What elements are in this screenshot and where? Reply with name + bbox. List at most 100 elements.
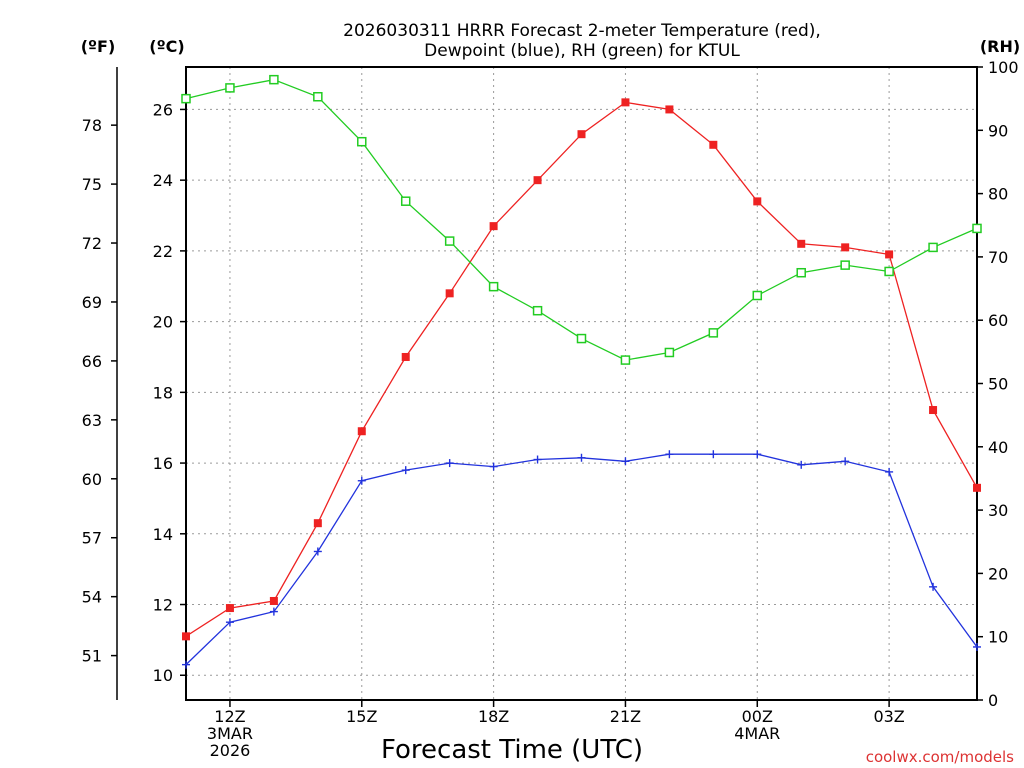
rh-point <box>620 355 631 365</box>
series-line <box>185 101 978 637</box>
rh-tick-label: 0 <box>988 691 998 710</box>
temperature-point <box>445 289 454 298</box>
temperature-point <box>577 130 586 139</box>
rh-tick-label: 80 <box>988 185 1008 204</box>
temperature-point <box>665 105 674 114</box>
dewpoint-point <box>225 618 234 627</box>
temperature-point <box>489 222 498 231</box>
temperature-point <box>269 596 278 605</box>
fahrenheit-tick-label: 60 <box>82 470 102 489</box>
rh-point <box>357 136 367 147</box>
x-tick-label: 03Z <box>873 707 904 726</box>
dewpoint-point <box>709 450 718 459</box>
rh-point <box>840 260 850 270</box>
celsius-tick-label: 16 <box>153 454 173 473</box>
rh-point <box>928 242 938 253</box>
dewpoint-point <box>621 457 630 466</box>
series-dewpoint <box>182 450 981 669</box>
temperature-point <box>357 427 366 436</box>
dewpoint-point <box>313 547 322 556</box>
fahrenheit-tick-label: 51 <box>82 647 102 666</box>
x-tick-label: 12Z <box>214 707 245 726</box>
grid-lines <box>186 67 977 700</box>
celsius-tick-label: 20 <box>153 313 173 332</box>
dewpoint-point <box>797 460 806 469</box>
temperature-point <box>753 197 762 206</box>
fahrenheit-tick-label: 78 <box>82 116 102 135</box>
temperature-point <box>225 604 234 613</box>
dewpoint-point <box>841 457 850 466</box>
temperature-point <box>797 239 806 248</box>
plot-frame <box>185 66 978 701</box>
dewpoint-point <box>489 462 498 471</box>
rh-point <box>796 267 806 278</box>
temperature-point <box>533 176 542 185</box>
rh-point <box>708 328 719 338</box>
data-series <box>181 74 982 669</box>
fahrenheit-tick-label: 69 <box>82 293 102 312</box>
fahrenheit-tick-label: 54 <box>82 588 102 607</box>
temperature-point <box>621 98 630 107</box>
chart-title-line2: Dewpoint (blue), RH (green) for KTUL <box>424 41 740 61</box>
rh-point <box>181 93 191 104</box>
temperature-point <box>709 140 718 149</box>
dewpoint-point <box>753 450 762 459</box>
rh-tick-label: 50 <box>988 375 1008 394</box>
rh-tick-label: 40 <box>988 438 1008 457</box>
temperature-point <box>313 519 322 528</box>
dewpoint-point <box>665 450 674 459</box>
rh-tick-label: 60 <box>988 311 1008 330</box>
temperature-point <box>841 243 850 252</box>
credit-text: coolwx.com/models <box>866 748 1014 766</box>
fahrenheit-tick-label: 66 <box>82 352 102 371</box>
dewpoint-point <box>269 607 278 616</box>
dewpoint-point <box>401 466 410 475</box>
x-tick-label: 18Z <box>478 707 509 726</box>
rh-point <box>752 290 763 301</box>
rh-unit-label: (RH) <box>980 37 1020 56</box>
x-tick-label: 3MAR <box>207 724 253 743</box>
rh-point <box>488 281 499 292</box>
rh-point <box>576 333 587 344</box>
celsius-tick-label: 12 <box>153 596 173 615</box>
fahrenheit-tick-label: 75 <box>82 175 102 194</box>
x-axis-label: Forecast Time (UTC) <box>381 735 643 765</box>
rh-point <box>313 92 323 102</box>
axes <box>111 66 983 707</box>
dewpoint-point <box>445 459 454 468</box>
celsius-tick-label: 14 <box>153 525 173 544</box>
fahrenheit-tick-label: 57 <box>82 529 102 548</box>
series-line <box>185 79 978 361</box>
fahrenheit-unit-label: (ºF) <box>81 37 116 56</box>
fahrenheit-tick-label: 63 <box>82 411 102 430</box>
x-tick-label: 2026 <box>210 741 251 760</box>
temperature-point <box>973 483 981 492</box>
series-2-meter-temperature <box>182 98 981 641</box>
x-tick-label: 4MAR <box>734 724 780 743</box>
rh-tick-label: 10 <box>988 628 1008 647</box>
rh-tick-label: 70 <box>988 248 1008 267</box>
rh-tick-label: 30 <box>988 501 1008 520</box>
temperature-point <box>182 632 190 641</box>
celsius-tick-label: 24 <box>153 171 173 190</box>
celsius-tick-label: 18 <box>153 383 173 402</box>
rh-tick-label: 90 <box>988 121 1008 140</box>
rh-tick-label: 100 <box>988 58 1019 77</box>
series-rh <box>181 74 982 365</box>
temperature-point <box>401 352 410 361</box>
x-tick-label: 00Z <box>742 707 773 726</box>
dewpoint-point <box>929 582 938 591</box>
series-line <box>185 453 978 666</box>
rh-point <box>664 347 675 358</box>
dewpoint-point <box>182 660 190 669</box>
rh-point <box>532 305 543 316</box>
rh-point <box>400 196 411 206</box>
rh-point <box>972 223 982 234</box>
rh-point <box>225 83 235 93</box>
celsius-unit-label: (ºC) <box>149 37 184 56</box>
dewpoint-point <box>577 453 586 462</box>
temperature-point <box>929 406 938 415</box>
celsius-tick-label: 22 <box>153 242 173 261</box>
rh-point <box>884 266 894 277</box>
